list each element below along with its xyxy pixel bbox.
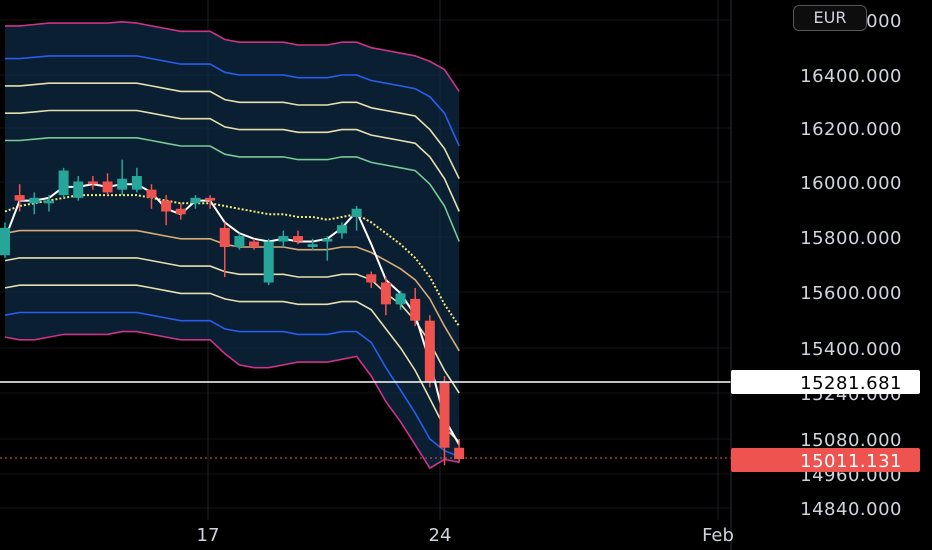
band-line-2 [5,55,460,147]
candle-body [14,195,25,201]
crosshair-price-tag [731,370,920,394]
candle-body [29,197,40,204]
candle-body [424,320,435,382]
band-line-10 [4,330,460,470]
band-line-6 [4,229,460,352]
candle-body [190,197,201,204]
band-line-4 [5,109,460,212]
candle-body [322,238,333,242]
time-axis[interactable]: 17 24 Feb [197,525,734,546]
candle-body [380,282,391,305]
candle-body [410,298,421,321]
candles [0,159,465,466]
band-line-5 [5,137,460,242]
candle-body [351,208,362,217]
time-tick-label: Feb [702,525,734,546]
candle-body [454,447,465,460]
price-tick-label: 16000.000 [800,173,902,194]
candle-body [366,274,377,283]
candle-body [249,241,260,247]
price-tick-label: 16200.000 [800,119,902,140]
time-tick-label: 17 [197,525,220,546]
band-line-3 [5,82,460,180]
band-line-8 [4,284,460,443]
candle-body [102,181,113,193]
candle-body [146,189,157,198]
candle-body [131,176,142,190]
envelope-bands [4,20,460,470]
candle-body [73,181,84,198]
last-price-tag [731,448,920,472]
price-tick-label: 15800.000 [800,228,902,249]
candle-body [87,181,98,185]
crosshair-price-value: 15281.681 [800,373,902,394]
price-tick-label: 15080.000 [800,430,902,451]
price-tick-label: 15400.000 [800,339,902,360]
candle-body [278,236,289,242]
price-tick-label: 15600.000 [800,283,902,304]
candle-body [205,197,216,201]
band-line-9 [4,311,460,458]
candle-body [117,178,128,190]
candle-body [161,200,172,212]
price-tick-label: 16400.000 [800,66,902,87]
candle-body [307,244,318,247]
band-line-1 [5,20,460,92]
candle-body [43,200,54,204]
candle-body [293,236,303,242]
candle-body [0,227,10,256]
price-tick-label: 14840.000 [800,499,902,520]
candle-body [58,170,69,196]
time-tick-label: 24 [429,525,452,546]
currency-selector[interactable]: EUR [793,5,867,31]
candle-body [336,225,347,234]
candle-body [175,208,186,215]
price-lines [0,381,731,459]
candle-body [263,241,274,283]
last-price-value: 15011.131 [800,451,902,472]
candle-body [395,293,406,305]
candle-body [219,227,230,247]
price-tags: 15281.681 15011.131 [731,370,920,472]
candle-body [234,236,245,247]
candle-body [439,381,450,448]
